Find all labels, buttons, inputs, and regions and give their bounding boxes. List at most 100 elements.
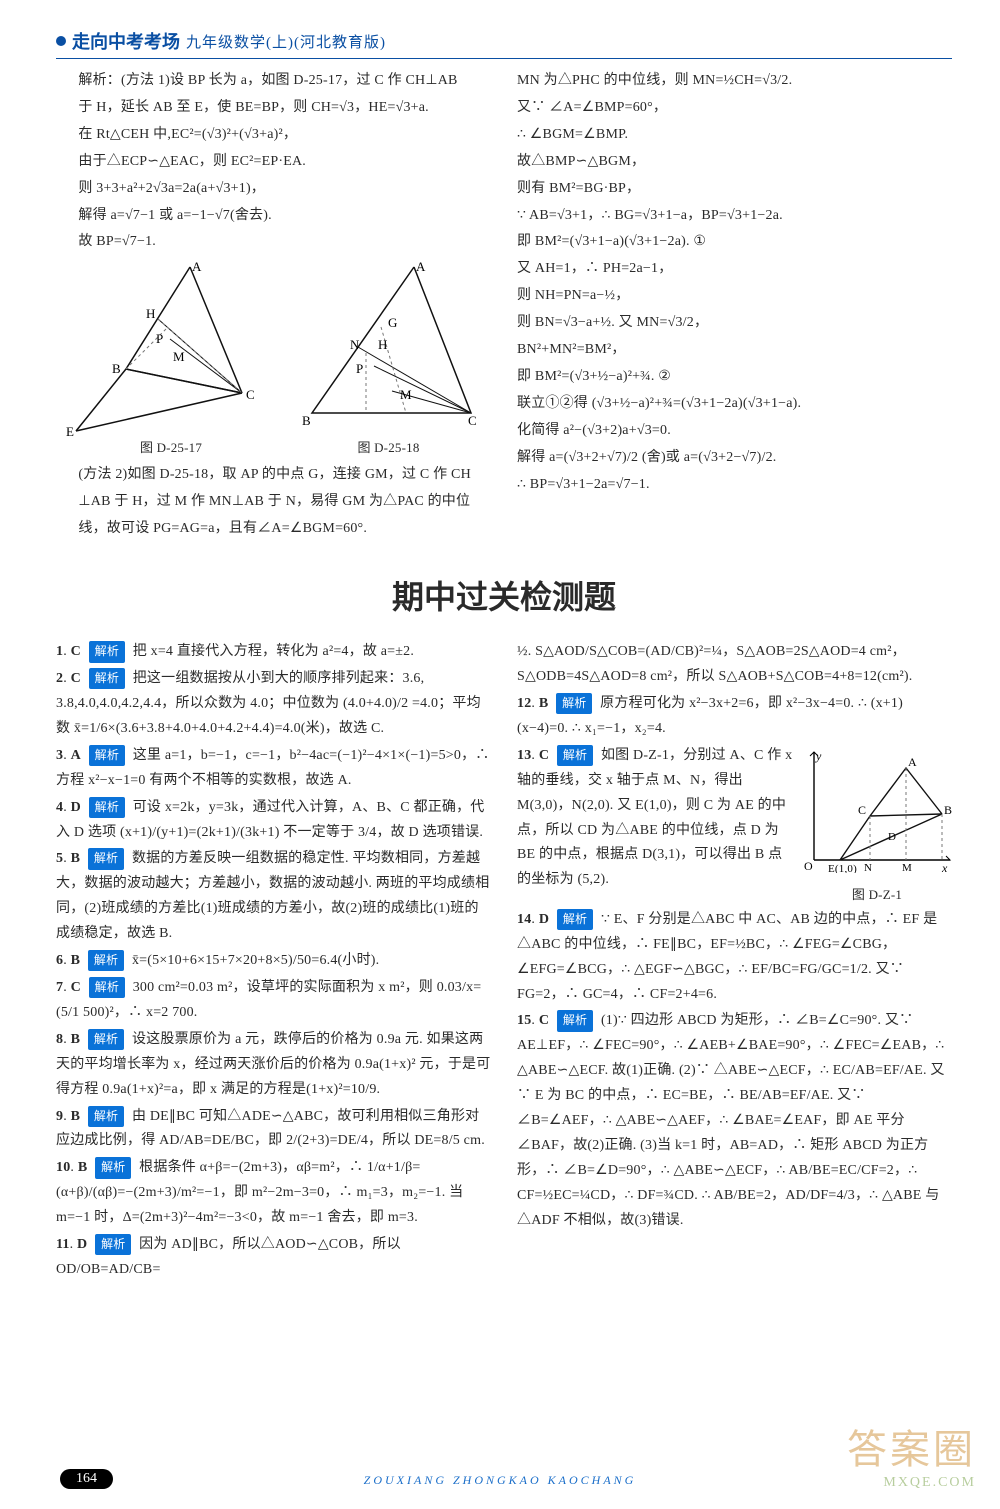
answer-num: 10 xyxy=(56,1160,70,1175)
svg-text:H: H xyxy=(378,337,388,352)
answers-right-col: ½. S△AOD/S△COB=(AD/CB)²=¼，S△AOB=2S△AOD=4… xyxy=(517,640,952,1285)
answer-choice: B xyxy=(71,953,81,968)
answer-choice: C xyxy=(539,1013,549,1028)
svg-text:P: P xyxy=(356,361,363,376)
answer-num: 1 xyxy=(56,644,63,659)
answer-text: x̄=(5×10+6×15+7×20+8×5)/50=6.4(小时). xyxy=(132,953,379,968)
page-header: 走向中考考场 九年级数学(上)(河北教育版) xyxy=(56,28,952,59)
svg-text:B: B xyxy=(112,361,121,376)
text-line: 即 BM²=(√3+½−a)²+¾. ② xyxy=(517,365,952,390)
figure-d-z-1: y A C B N D M O E(1,0) x 图 D-Z-1 xyxy=(802,748,952,906)
answer-num: 2 xyxy=(56,671,63,686)
answer-num: 13 xyxy=(517,748,531,763)
figure-d-25-18: A G N H P M B C 图 D-25-18 xyxy=(296,261,481,459)
svg-text:M: M xyxy=(400,387,412,402)
svg-text:D: D xyxy=(888,831,896,843)
answer-item: 6. B 解析 x̄=(5×10+6×15+7×20+8×5)/50=6.4(小… xyxy=(56,949,491,974)
answer-num: 12 xyxy=(517,696,531,711)
answer-num: 15 xyxy=(517,1013,531,1028)
svg-text:E(1,0): E(1,0) xyxy=(828,863,857,873)
svg-text:y: y xyxy=(815,749,822,763)
text-line: 故 BP=√7−1. xyxy=(56,230,491,255)
svg-text:M: M xyxy=(902,862,912,873)
series-title: 走向中考考场 xyxy=(72,28,180,54)
answer-choice: B xyxy=(71,1109,81,1124)
answer-choice: B xyxy=(78,1160,88,1175)
explain-tag: 解析 xyxy=(89,797,125,818)
text-line: 又 AH=1，∴ PH=2a−1， xyxy=(517,257,952,282)
svg-text:N: N xyxy=(350,337,360,352)
answer-choice: D xyxy=(77,1237,87,1252)
svg-text:O: O xyxy=(804,859,813,873)
answer-item: 1. C 解析 把 x=4 直接代入方程，转化为 a²=4，故 a=±2. xyxy=(56,640,491,665)
text-line: 则有 BM²=BG·BP， xyxy=(517,177,952,202)
text-line: 化简得 a²−(√3+2)a+√3=0. xyxy=(517,419,952,444)
explain-tag: 解析 xyxy=(89,745,125,766)
explain-tag: 解析 xyxy=(557,1010,593,1031)
answer-num: 3 xyxy=(56,748,63,763)
text-line: 故△BMP∽△BGM， xyxy=(517,150,952,175)
text-line: 即 BM²=(√3+1−a)(√3+1−2a). ① xyxy=(517,230,952,255)
explain-tag: 解析 xyxy=(95,1234,131,1255)
answer-item: 11. D 解析 因为 AD∥BC，所以△AOD∽△COB，所以 OD/OB=A… xyxy=(56,1233,491,1283)
explain-tag: 解析 xyxy=(89,668,125,689)
top-columns: 解析：(方法 1)设 BP 长为 a，如图 D-25-17，过 C 作 CH⊥A… xyxy=(56,69,952,544)
explain-tag: 解析 xyxy=(88,1106,124,1127)
svg-text:A: A xyxy=(908,755,917,769)
answer-text: 如图 D-Z-1，分别过 A、C 作 x 轴的垂线，交 x 轴于点 M、N，得出… xyxy=(517,748,792,888)
answer-choice: C xyxy=(539,748,549,763)
series-subtitle: 九年级数学(上)(河北教育版) xyxy=(186,31,386,52)
answer-text: 把 x=4 直接代入方程，转化为 a²=4，故 a=±2. xyxy=(133,644,414,659)
answer-item: 4. D 解析 可设 x=2k，y=3k，通过代入计算，A、B、C 都正确，代入… xyxy=(56,796,491,846)
answer-text: (1)∵ 四边形 ABCD 为矩形，∴ ∠B=∠C=90°. 又∵ AE⊥EF，… xyxy=(517,1013,945,1227)
answers-left-col: 1. C 解析 把 x=4 直接代入方程，转化为 a²=4，故 a=±2. 2.… xyxy=(56,640,491,1285)
section-title: 期中过关检测题 xyxy=(56,572,952,618)
figure-row: A H P M B C E 图 D-25-17 xyxy=(56,261,491,459)
answer-item: 2. C 解析 把这一组数据按从小到大的顺序排列起来：3.6, 3.8,4.0,… xyxy=(56,667,491,742)
answer-continuation: ½. S△AOD/S△COB=(AD/CB)²=¼，S△AOB=2S△AOD=4… xyxy=(517,640,952,690)
text-line: ∵ AB=√3+1，∴ BG=√3+1−a，BP=√3+1−2a. xyxy=(517,204,952,229)
text-line: (方法 2)如图 D-25-18，取 AP 的中点 G，连接 GM，过 C 作 … xyxy=(56,463,491,488)
top-left-col: 解析：(方法 1)设 BP 长为 a，如图 D-25-17，过 C 作 CH⊥A… xyxy=(56,69,491,544)
header-bullet xyxy=(56,36,66,46)
answer-num: 4 xyxy=(56,800,63,815)
figure-caption: 图 D-25-18 xyxy=(296,436,481,459)
svg-text:x: x xyxy=(941,861,948,873)
text-line: BN²+MN²=BM²， xyxy=(517,338,952,363)
answer-choice: C xyxy=(71,980,81,995)
watermark-cn: 答案圈 xyxy=(847,1417,976,1475)
answer-item: 8. B 解析 设这股票原价为 a 元，跌停后的价格为 0.9a 元. 如果这两… xyxy=(56,1028,491,1103)
text-line: 联立①②得 (√3+½−a)²+¾=(√3+1−2a)(√3+1−a). xyxy=(517,392,952,417)
answer-choice: B xyxy=(539,696,549,711)
text-line: ∴ ∠BGM=∠BMP. xyxy=(517,123,952,148)
figure-caption: 图 D-25-17 xyxy=(66,436,276,459)
explain-tag: 解析 xyxy=(557,745,593,766)
explain-tag: 解析 xyxy=(89,977,125,998)
answer-num: 6 xyxy=(56,953,63,968)
explain-tag: 解析 xyxy=(95,1157,131,1178)
explain-tag: 解析 xyxy=(88,848,124,869)
svg-text:C: C xyxy=(246,387,255,402)
text-line: 则 NH=PN=a−½， xyxy=(517,284,952,309)
top-right-col: MN 为△PHC 的中位线，则 MN=½CH=√3/2. 又∵ ∠A=∠BMP=… xyxy=(517,69,952,544)
answer-choice: C xyxy=(71,671,81,686)
answer-item: 7. C 解析 300 cm²=0.03 m²，设草坪的实际面积为 x m²，则… xyxy=(56,976,491,1026)
svg-text:B: B xyxy=(302,413,311,428)
answer-item: 14. D 解析 ∵ E、F 分别是△ABC 中 AC、AB 边的中点，∴ EF… xyxy=(517,908,952,1008)
watermark-url: MXQE.COM xyxy=(847,1475,976,1491)
answers-columns: 1. C 解析 把 x=4 直接代入方程，转化为 a²=4，故 a=±2. 2.… xyxy=(56,640,952,1285)
answer-num: 9 xyxy=(56,1109,63,1124)
answer-item: 9. B 解析 由 DE∥BC 可知△ADE∽△ABC，故可利用相似三角形对应边… xyxy=(56,1105,491,1155)
explain-tag: 解析 xyxy=(88,950,124,971)
text-line: 于 H，延长 AB 至 E，使 BE=BP，则 CH=√3，HE=√3+a. xyxy=(56,96,491,121)
explain-tag: 解析 xyxy=(89,641,125,662)
answer-choice: D xyxy=(71,800,81,815)
text-line: 则 BN=√3−a+½. 又 MN=√3/2， xyxy=(517,311,952,336)
answer-item: 12. B 解析 原方程可化为 x²−3x+2=6，即 x²−3x−4=0. ∴… xyxy=(517,692,952,742)
figure-d-25-17: A H P M B C E 图 D-25-17 xyxy=(66,261,276,459)
page-number: 164 xyxy=(60,1469,113,1489)
text-line: 在 Rt△CEH 中,EC²=(√3)²+(√3+a)²， xyxy=(56,123,491,148)
answer-num: 11 xyxy=(56,1237,70,1252)
svg-text:N: N xyxy=(864,862,872,873)
answer-num: 14 xyxy=(517,912,531,927)
